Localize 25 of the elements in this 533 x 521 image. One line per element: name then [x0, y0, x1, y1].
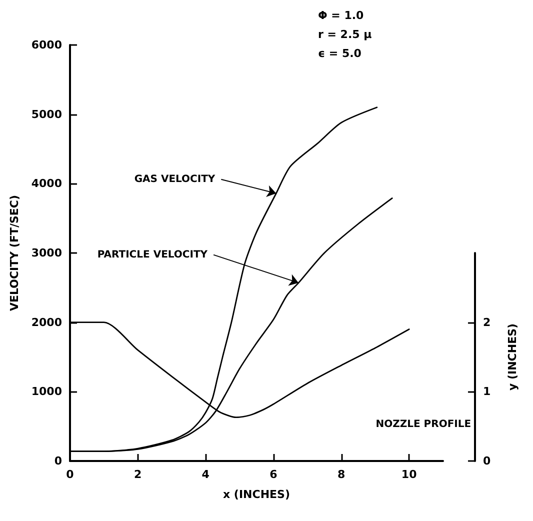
x-tick-label: 10 — [401, 468, 418, 481]
annotation: PARTICLE VELOCITY — [97, 249, 208, 260]
x-tick-label: 4 — [202, 468, 210, 481]
y-tick-label: 2000 — [31, 316, 62, 329]
x-tick-label: 2 — [134, 468, 142, 481]
y-tick-label: 6000 — [31, 38, 62, 52]
x-axis-title: x (INCHES) — [223, 488, 290, 501]
y2-tick-label: 0 — [483, 454, 491, 468]
y-tick-label: 3000 — [31, 246, 62, 260]
y-axis-title: VELOCITY (FT/SEC) — [8, 194, 21, 312]
x-tick-label: 8 — [337, 468, 346, 481]
text: r = 2.5 μ — [318, 28, 372, 41]
annotation: ϵ = 5.0 — [318, 47, 362, 60]
y-tick-label: 4000 — [31, 177, 62, 190]
annotation: NOZZLE PROFILE — [376, 418, 472, 430]
x-tick-label: 6 — [270, 468, 278, 481]
y-tick-label: 1000 — [31, 385, 62, 398]
x-tick-label: 0 — [66, 468, 74, 481]
y2-tick-label: 1 — [483, 385, 491, 398]
y-tick-label: 5000 — [31, 108, 62, 121]
y-tick-label: 0 — [54, 454, 62, 468]
y2-axis-title: y (INCHES) — [506, 323, 519, 391]
y2-tick-label: 2 — [483, 316, 491, 329]
text: Φ = 1.0 — [318, 9, 364, 22]
annotation: GAS VELOCITY — [134, 174, 216, 185]
